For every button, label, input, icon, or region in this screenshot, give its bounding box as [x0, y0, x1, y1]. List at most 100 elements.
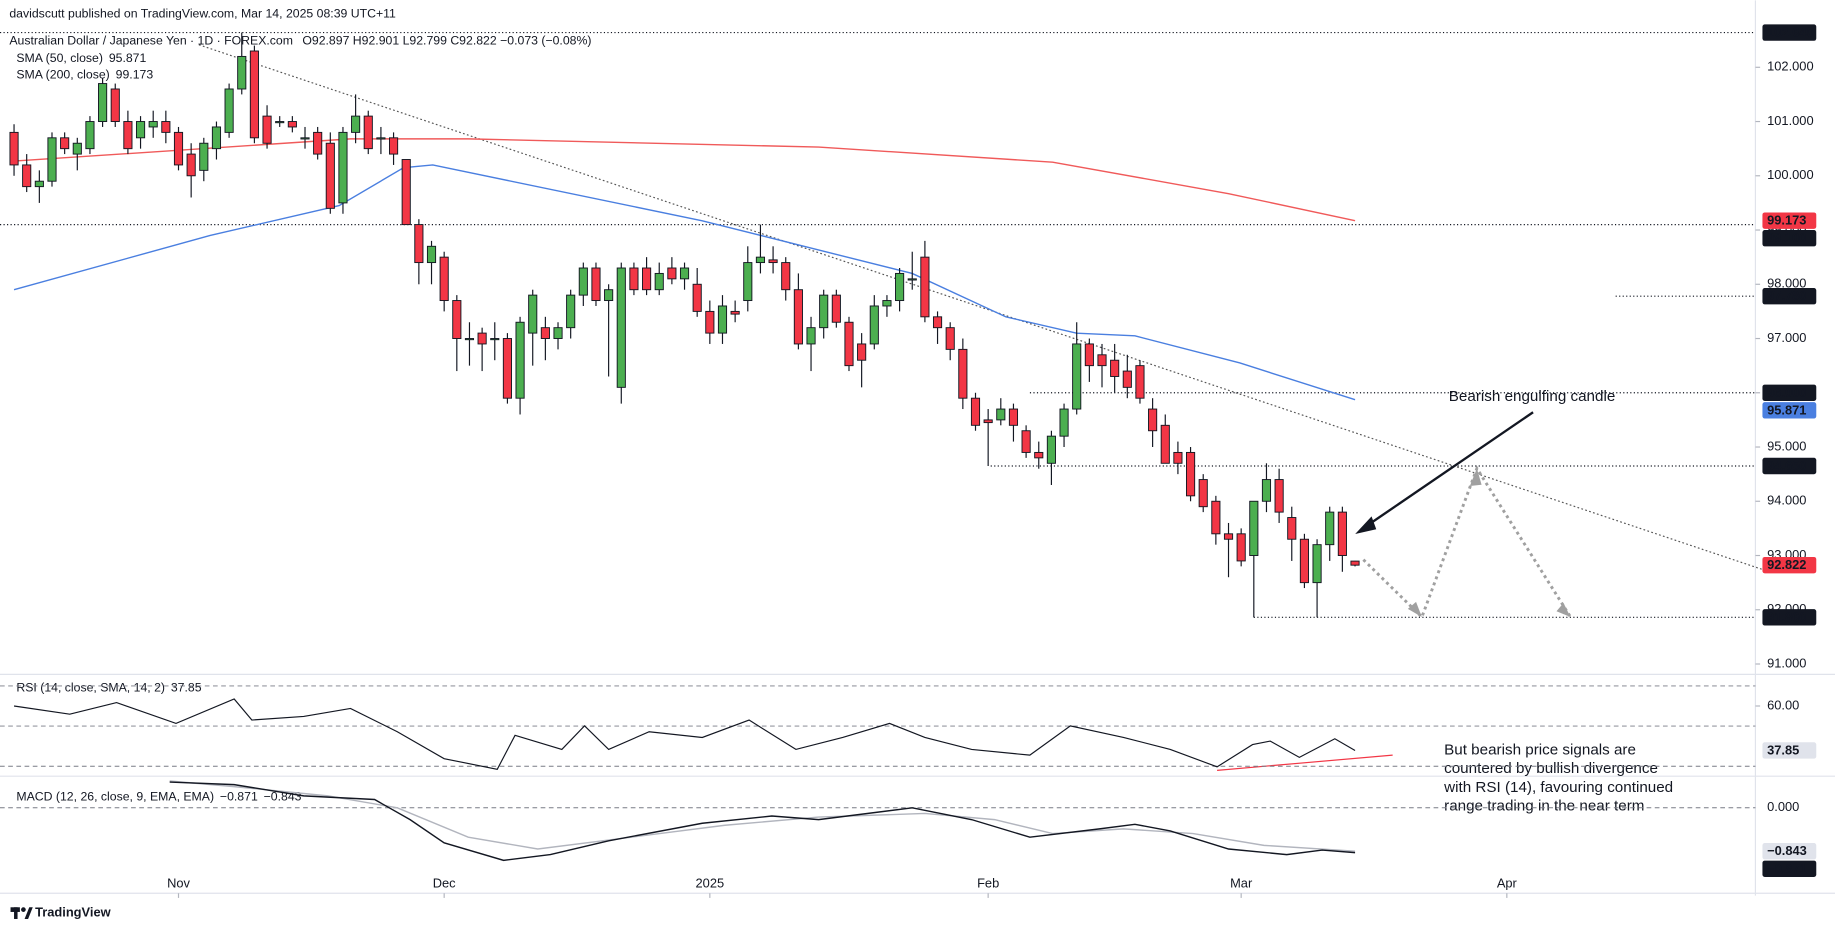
- candle-body: [793, 289, 803, 345]
- candle-body: [970, 397, 981, 426]
- candle-body: [869, 305, 879, 345]
- y-tick-label: 0.000: [1767, 799, 1799, 814]
- candle-body: [1173, 451, 1183, 464]
- candle-body: [1160, 424, 1170, 464]
- rsi-line: [13, 698, 1356, 770]
- candle-body: [389, 137, 399, 155]
- macd-line: [169, 781, 1356, 862]
- candle-body: [566, 294, 576, 329]
- candle-body: [692, 283, 702, 312]
- price-label: 91.860: [1767, 609, 1806, 624]
- candle-body: [1148, 408, 1158, 432]
- candle-body: [1084, 343, 1094, 367]
- brand: TradingView: [35, 905, 112, 920]
- candle-body: [679, 267, 690, 280]
- price-label: 37.85: [1767, 742, 1799, 757]
- candle-body: [831, 294, 841, 323]
- candle-body: [578, 267, 588, 296]
- candle-body: [1211, 500, 1221, 535]
- candle-body: [540, 327, 550, 339]
- candle-body: [958, 348, 968, 399]
- price-label-box: [1762, 212, 1817, 229]
- price-label: 95.871: [1767, 402, 1806, 417]
- price-label-box: [1762, 609, 1817, 626]
- candle-body: [1110, 359, 1120, 377]
- candle-body: [9, 131, 19, 166]
- candle-body: [1299, 538, 1309, 584]
- candle-body: [1034, 451, 1044, 459]
- candle-body: [654, 272, 664, 291]
- candle-body: [743, 262, 753, 302]
- legend-name: RSI (14, close, SMA, 14, 2): [16, 681, 165, 695]
- candle-body: [1274, 479, 1284, 513]
- candle-body: [932, 316, 943, 329]
- brand-logo: [10, 907, 33, 919]
- candle-body: [768, 259, 778, 264]
- price-label: 92.822: [1767, 557, 1806, 572]
- macd-line: [169, 780, 1356, 852]
- candle-body: [262, 115, 272, 144]
- candle-body: [237, 55, 247, 90]
- candle-body: [1059, 408, 1069, 437]
- candle-body: [642, 267, 652, 291]
- candle-body: [211, 126, 222, 150]
- y-tick-label: 94.000: [1767, 493, 1806, 508]
- y-tick-label: 91.000: [1767, 655, 1806, 670]
- price-label-box: [1762, 860, 1817, 877]
- candle-body: [275, 121, 285, 124]
- candle-body: [1325, 511, 1335, 546]
- candle-body: [401, 159, 411, 226]
- price-label: 99.173: [1767, 213, 1806, 228]
- candle-body: [414, 224, 424, 264]
- divergence-line: [1217, 754, 1393, 771]
- candle-body: [705, 310, 715, 334]
- price-label-box: [1762, 384, 1817, 401]
- legend-name: SMA (200, close): [16, 67, 109, 81]
- candle-body: [224, 88, 234, 133]
- candle-body: [616, 267, 626, 388]
- candle-body: [148, 121, 158, 128]
- candle-body: [1249, 500, 1259, 556]
- candle-body: [844, 321, 854, 367]
- candle-body: [60, 137, 70, 150]
- candle-body: [996, 408, 1006, 421]
- x-tick-label: Feb: [977, 875, 999, 890]
- candle-body: [629, 267, 639, 291]
- candle-body: [338, 131, 348, 204]
- candle-body: [907, 278, 917, 281]
- y-tick-label: 98.000: [1767, 276, 1806, 291]
- candle-body: [920, 256, 930, 318]
- arrow-head: [1407, 601, 1422, 618]
- x-tick-label: Nov: [167, 875, 190, 890]
- candle-body: [730, 310, 740, 315]
- candle-body: [47, 137, 57, 182]
- annotation-line: countered by bullish divergence: [1444, 760, 1658, 777]
- y-tick-label: 100.000: [1767, 167, 1813, 182]
- candle-body: [199, 142, 209, 171]
- candle-body: [351, 115, 361, 133]
- candle-body: [439, 256, 449, 302]
- arrow-head: [1556, 603, 1571, 618]
- sma-200-line: [13, 138, 1356, 222]
- candle-body: [882, 300, 892, 307]
- candle-body: [110, 88, 120, 123]
- candle-body: [1021, 430, 1031, 453]
- candle-body: [1122, 370, 1132, 388]
- candle-body: [857, 343, 867, 361]
- y-tick-label: 97.000: [1767, 330, 1806, 345]
- x-tick-label: Dec: [433, 875, 456, 890]
- price-label-box: [1762, 556, 1817, 574]
- price-label-box: [1762, 24, 1817, 41]
- candle-body: [477, 332, 487, 345]
- candle-body: [22, 164, 32, 188]
- candle-body: [1072, 343, 1082, 410]
- candle-body: [717, 305, 728, 334]
- candle-body: [819, 294, 829, 329]
- ohlc-info: O92.897 H92.901 L92.799 C92.822 −0.073 (…: [302, 34, 591, 48]
- candle-body: [313, 131, 323, 155]
- candle-body: [173, 131, 184, 166]
- price-label-box: [1762, 742, 1817, 759]
- candle-body: [1287, 517, 1297, 540]
